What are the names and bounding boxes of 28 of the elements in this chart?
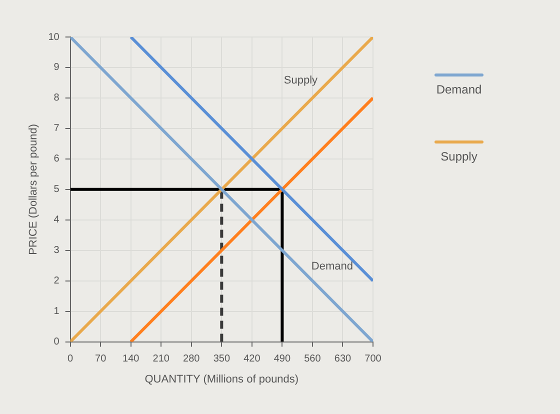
- legend-label: Demand: [436, 82, 482, 96]
- annotation: Supply: [284, 74, 318, 86]
- x-tick-label: 700: [364, 354, 382, 365]
- x-tick-label: 560: [304, 354, 322, 365]
- annotation: Demand: [311, 260, 353, 272]
- y-tick-label: 0: [54, 336, 60, 348]
- x-tick-label: 350: [213, 354, 230, 365]
- y-tick-label: 4: [54, 214, 60, 226]
- legend-label: Supply: [440, 149, 478, 164]
- x-tick-label: 0: [68, 354, 74, 365]
- y-tick-label: 5: [54, 184, 60, 196]
- x-tick-label: 140: [122, 354, 140, 365]
- y-tick-label: 3: [54, 245, 60, 256]
- x-tick-label: 420: [244, 354, 261, 365]
- x-tick-label: 70: [95, 354, 107, 365]
- y-axis-title: PRICE (Dollars per pound): [28, 124, 40, 255]
- y-tick-label: 8: [54, 92, 60, 104]
- x-tick-label: 210: [152, 354, 170, 365]
- y-tick-label: 2: [54, 276, 60, 287]
- x-tick-label: 280: [183, 354, 200, 365]
- x-axis-title: QUANTITY (Millions of pounds): [144, 373, 299, 386]
- x-tick-label: 630: [334, 354, 352, 365]
- y-tick-label: 7: [54, 123, 60, 134]
- y-tick-label: 1: [54, 306, 60, 318]
- y-tick-label: 10: [48, 32, 60, 43]
- x-tick-label: 490: [274, 354, 291, 365]
- y-tick-label: 6: [54, 154, 60, 165]
- y-tick-label: 9: [54, 62, 60, 74]
